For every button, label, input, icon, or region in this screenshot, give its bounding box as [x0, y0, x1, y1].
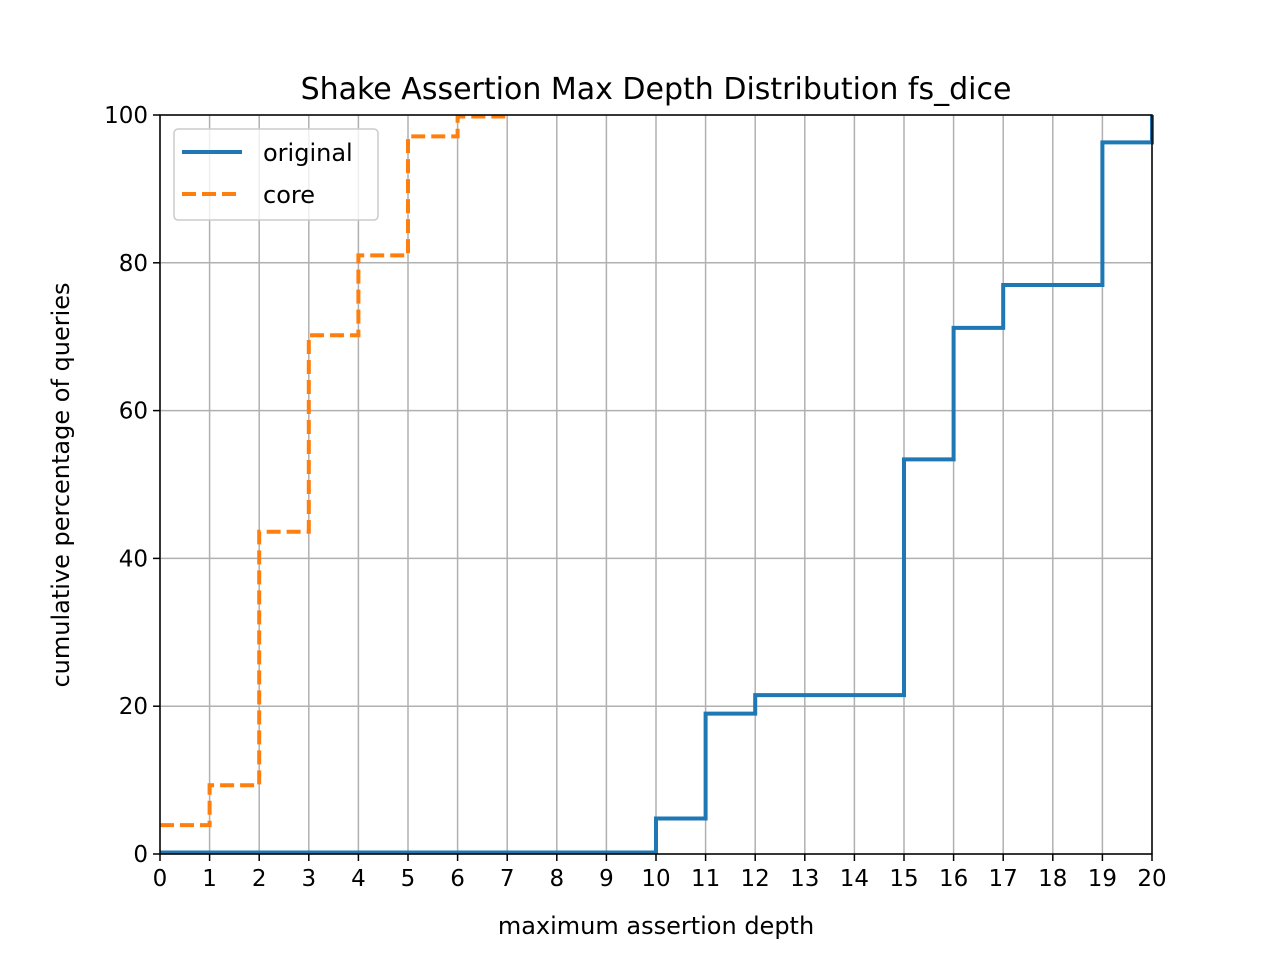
y-tick-label: 20 [119, 694, 148, 720]
x-tick-label: 9 [599, 866, 614, 892]
x-tick-label: 15 [889, 866, 918, 892]
x-tick-label: 5 [401, 866, 416, 892]
axis-ticks: 0 1 2 3 4 5 6 7 8 9 10 11 12 13 14 15 16 17 18 19 2002040608… [104, 103, 1167, 892]
x-tick-label: 19 [1088, 866, 1117, 892]
x-tick-label: 14 [840, 866, 869, 892]
y-tick-label: 60 [119, 399, 148, 425]
chart-title: Shake Assertion Max Depth Distribution f… [301, 72, 1012, 107]
y-tick-label: 80 [119, 251, 148, 277]
legend: original core [173, 128, 379, 221]
series-line-core [160, 114, 510, 828]
x-tick-label: 7 [500, 866, 515, 892]
x-tick-label: 1 [202, 866, 217, 892]
legend-label-core: core [263, 181, 315, 209]
y-tick-label: 0 [133, 842, 148, 868]
x-tick-label: 12 [741, 866, 770, 892]
x-tick-label: 0 [153, 866, 168, 892]
x-tick-label: 10 [641, 866, 670, 892]
grid-lines [159, 114, 1153, 855]
series-line-original [160, 115, 1154, 855]
y-tick-label: 40 [119, 546, 148, 572]
x-tick-label: 18 [1038, 866, 1067, 892]
series-lines [160, 114, 1154, 855]
legend-label-original: original [263, 139, 353, 167]
x-axis-label: maximum assertion depth [498, 912, 814, 940]
x-tick-label: 16 [939, 866, 968, 892]
x-tick-label: 8 [549, 866, 564, 892]
x-tick-label: 17 [989, 866, 1018, 892]
x-tick-label: 20 [1137, 866, 1166, 892]
y-tick-label: 100 [104, 103, 148, 129]
x-tick-label: 3 [301, 866, 316, 892]
x-tick-label: 4 [351, 866, 366, 892]
x-tick-label: 2 [252, 866, 267, 892]
x-tick-label: 13 [790, 866, 819, 892]
y-axis-label: cumulative percentage of queries [47, 282, 75, 687]
x-tick-label: 6 [450, 866, 465, 892]
x-tick-label: 11 [691, 866, 720, 892]
